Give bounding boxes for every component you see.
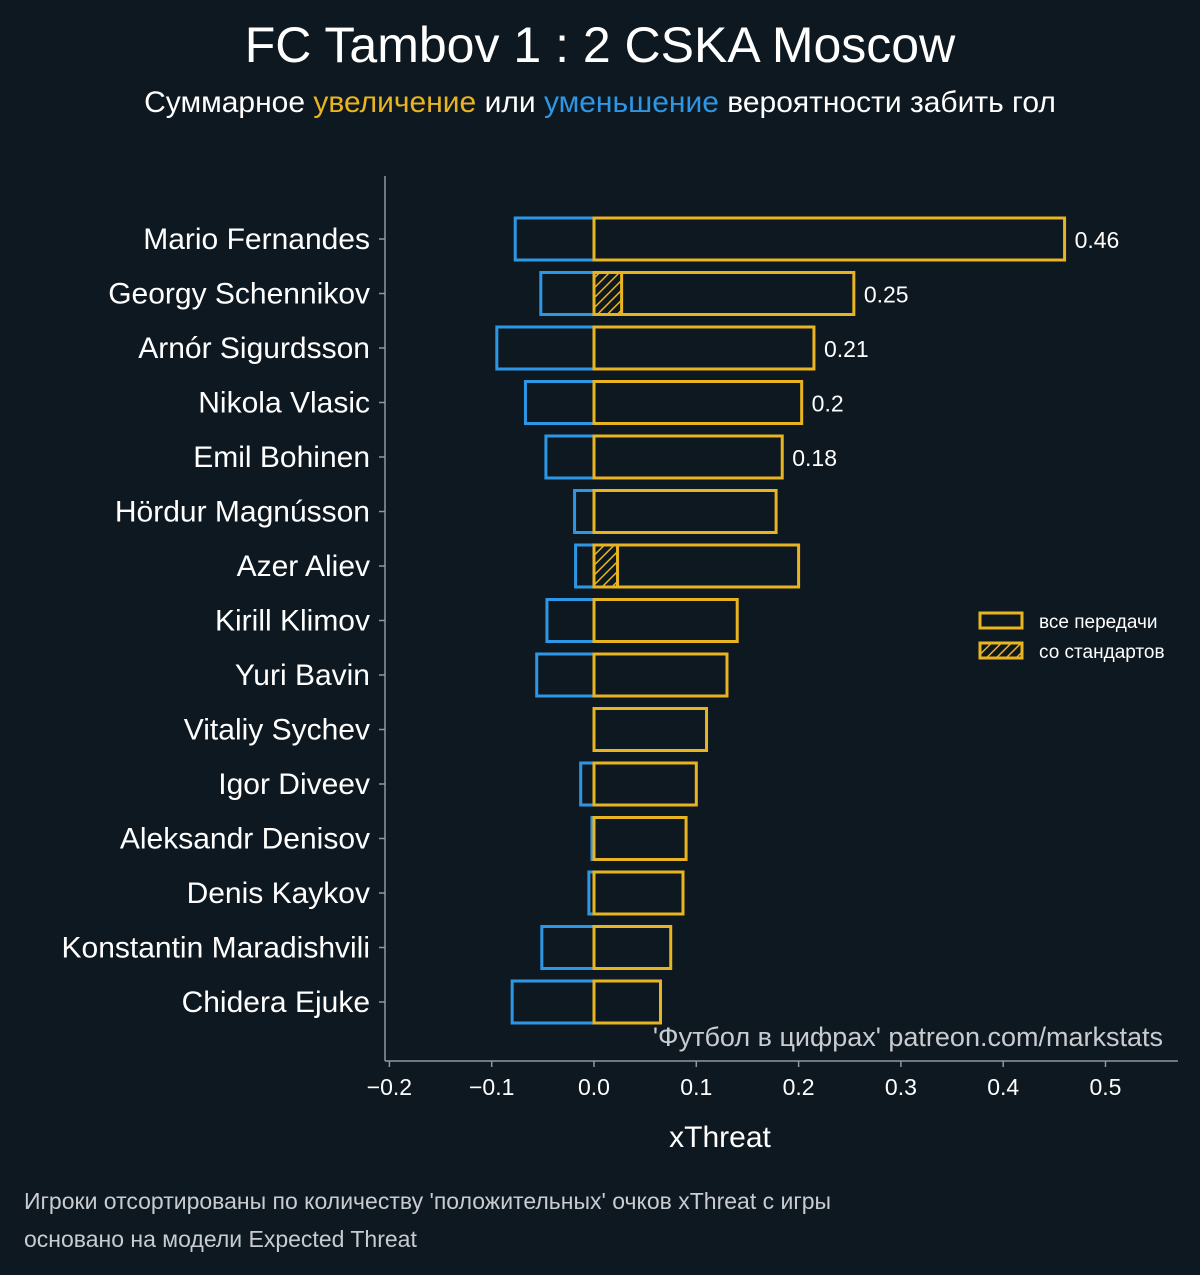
increase-bar xyxy=(592,598,739,643)
category-label: Denis Kaykov xyxy=(187,877,370,910)
increase-bar xyxy=(592,761,698,807)
legend-swatch-outline xyxy=(978,611,1024,630)
value-label: 0.21 xyxy=(824,336,869,362)
category-label: Vitaliy Sychev xyxy=(184,714,370,747)
set-piece-bar xyxy=(592,271,624,316)
decrease-bar xyxy=(540,925,596,970)
increase-bar xyxy=(592,543,801,589)
decrease-bar xyxy=(545,598,596,643)
legend-label: со стандартов xyxy=(1039,642,1165,663)
category-label: Aleksandr Denisov xyxy=(120,823,370,856)
footnote-sorting: Игроки отсортированы по количеству 'поло… xyxy=(24,1188,832,1214)
subtitle-part2: или xyxy=(476,86,544,119)
category-label: Georgy Schennikov xyxy=(108,278,370,311)
subtitle-increase: увеличение xyxy=(313,86,477,119)
footnote-model: основано на модели Expected Threat xyxy=(24,1226,417,1252)
decrease-bar xyxy=(513,216,596,262)
increase-bar xyxy=(592,870,685,916)
category-label: Azer Aliev xyxy=(237,550,370,583)
decrease-bar xyxy=(579,761,596,807)
chart-subtitle: Суммарное увеличение или уменьшение веро… xyxy=(0,86,1200,120)
category-label: Mario Fernandes xyxy=(143,223,370,256)
increase-bar xyxy=(592,707,709,752)
x-tick-label: 0.3 xyxy=(885,1074,917,1100)
category-label: Igor Diveev xyxy=(218,768,370,801)
value-label: 0.18 xyxy=(792,445,837,471)
x-tick-label: −0.1 xyxy=(469,1074,514,1100)
legend: все передачи со стандартов xyxy=(978,611,1165,663)
increase-bar xyxy=(592,652,729,698)
increase-bar xyxy=(592,489,778,534)
category-label: Kirill Klimov xyxy=(215,605,370,638)
category-label: Arnór Sigurdsson xyxy=(138,332,370,365)
increase-bar xyxy=(592,434,784,480)
increase-bar xyxy=(592,816,688,861)
x-tick-label: 0.1 xyxy=(680,1074,712,1100)
increase-bar xyxy=(592,979,662,1025)
decrease-bar xyxy=(544,434,596,480)
x-tick-label: 0.0 xyxy=(578,1074,610,1100)
x-axis-label: xThreat xyxy=(669,1121,771,1154)
x-tick-label: 0.4 xyxy=(987,1074,1019,1100)
increase-bar xyxy=(592,380,804,425)
value-label: 0.2 xyxy=(812,391,844,417)
subtitle-decrease: уменьшение xyxy=(543,86,719,119)
increase-bar xyxy=(592,271,856,316)
decrease-bar xyxy=(573,489,596,534)
legend-swatch-hatched xyxy=(978,641,1024,660)
value-label: 0.25 xyxy=(864,282,909,308)
category-label: Hördur Magnússon xyxy=(115,496,370,529)
category-label: Nikola Vlasic xyxy=(198,387,370,420)
decrease-bar xyxy=(510,979,596,1025)
value-label: 0.46 xyxy=(1075,227,1120,253)
x-tick-label: −0.2 xyxy=(367,1074,412,1100)
category-label: Chidera Ejuke xyxy=(182,986,370,1019)
chart-title: FC Tambov 1 : 2 CSKA Moscow xyxy=(244,17,956,73)
subtitle-part3: вероятности забить гол xyxy=(718,86,1056,119)
legend-label: все передачи xyxy=(1039,612,1158,633)
decrease-bar xyxy=(495,325,596,371)
watermark: 'Футбол в цифрах' patreon.com/markstats xyxy=(653,1022,1163,1052)
increase-bar xyxy=(592,325,816,371)
decrease-bar xyxy=(523,380,596,425)
increase-bar xyxy=(592,216,1067,262)
subtitle-part1: Суммарное xyxy=(144,86,314,119)
decrease-bar xyxy=(539,271,596,316)
category-label: Yuri Bavin xyxy=(235,659,370,692)
decrease-bar xyxy=(535,652,596,698)
category-label: Konstantin Maradishvili xyxy=(62,932,370,965)
set-piece-bar xyxy=(592,543,620,589)
x-tick-label: 0.5 xyxy=(1090,1074,1122,1100)
x-tick-label: 0.2 xyxy=(783,1074,815,1100)
decrease-bar xyxy=(574,543,596,589)
increase-bar xyxy=(592,925,673,970)
category-label: Emil Bohinen xyxy=(193,441,370,474)
